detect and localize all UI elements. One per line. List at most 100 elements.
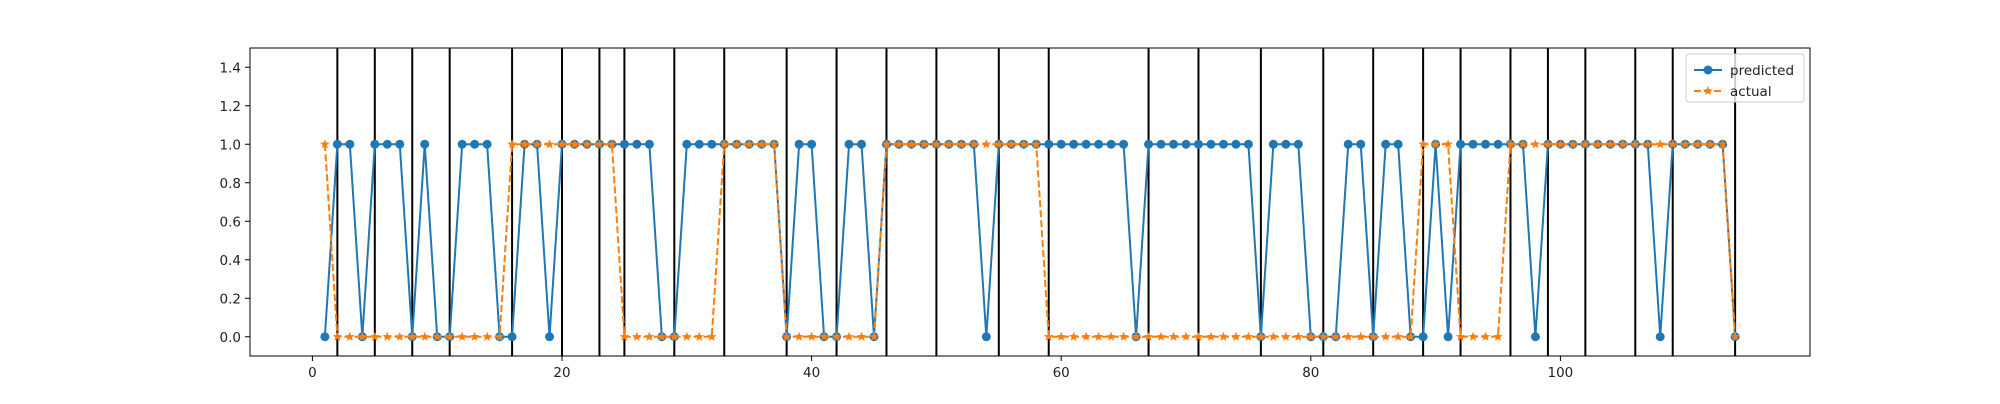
data-point-actual xyxy=(332,331,343,341)
x-tick-label: 100 xyxy=(1548,365,1574,381)
legend-marker-predicted xyxy=(1703,65,1713,75)
data-point-actual xyxy=(1530,139,1541,149)
data-point-actual xyxy=(1505,139,1516,149)
data-point-actual xyxy=(1143,331,1154,341)
data-point-predicted xyxy=(1218,139,1228,149)
data-point-actual xyxy=(1643,139,1653,149)
data-point-actual xyxy=(1605,139,1616,149)
y-tick-label: 0.4 xyxy=(220,253,241,269)
data-point-actual xyxy=(1318,331,1329,341)
data-point-predicted xyxy=(694,139,704,149)
data-point-predicted xyxy=(1343,139,1353,149)
data-point-predicted xyxy=(632,139,642,149)
x-tick-label: 0 xyxy=(308,365,317,381)
data-point-predicted xyxy=(1106,139,1116,149)
data-point-actual xyxy=(856,331,867,341)
data-point-actual xyxy=(370,331,380,341)
data-point-predicted xyxy=(1231,139,1241,149)
x-axis: 0 20 40 60 80 100 xyxy=(308,356,1573,381)
data-point-actual xyxy=(919,139,929,149)
data-point-actual xyxy=(1655,139,1665,149)
y-tick-label: 0.6 xyxy=(220,214,241,230)
data-point-actual xyxy=(569,139,580,149)
data-point-actual xyxy=(469,331,480,341)
data-point-actual xyxy=(1705,139,1715,149)
data-point-predicted xyxy=(619,139,629,149)
data-point-predicted xyxy=(844,139,854,149)
data-point-actual xyxy=(1568,139,1578,149)
data-point-actual xyxy=(981,139,992,149)
data-point-actual xyxy=(644,331,655,341)
data-point-predicted xyxy=(1094,139,1104,149)
data-point-actual xyxy=(969,139,979,149)
data-point-predicted xyxy=(682,139,692,149)
data-point-predicted xyxy=(1268,139,1278,149)
data-point-predicted xyxy=(1069,139,1079,149)
data-point-actual xyxy=(1418,139,1428,149)
y-tick-label: 0.0 xyxy=(220,330,241,346)
data-point-actual xyxy=(1006,139,1017,149)
data-point-actual xyxy=(869,331,879,341)
legend-label-predicted: predicted xyxy=(1730,63,1794,79)
data-point-actual xyxy=(1405,331,1416,341)
data-point-actual xyxy=(906,139,917,149)
data-point-actual xyxy=(457,331,467,341)
series-line-predicted xyxy=(323,143,1737,338)
data-point-actual xyxy=(1031,139,1041,149)
data-point-actual xyxy=(632,331,642,341)
data-point-actual xyxy=(432,331,442,341)
data-point-predicted xyxy=(1381,139,1391,149)
data-point-actual xyxy=(719,139,729,149)
data-point-predicted xyxy=(482,139,492,149)
legend-label-actual: actual xyxy=(1730,84,1772,100)
data-point-actual xyxy=(557,139,567,149)
data-point-actual xyxy=(407,331,417,341)
data-point-predicted xyxy=(1081,139,1091,149)
data-point-actual xyxy=(532,139,542,149)
data-point-actual xyxy=(994,139,1004,149)
data-point-actual xyxy=(1181,331,1191,341)
data-point-actual xyxy=(1256,331,1266,341)
data-point-predicted xyxy=(707,139,717,149)
data-point-actual xyxy=(1118,331,1129,341)
data-point-predicted xyxy=(545,332,555,342)
y-tick-label: 0.2 xyxy=(220,291,241,307)
data-point-predicted xyxy=(1530,332,1540,342)
data-point-actual xyxy=(1168,331,1179,341)
data-point-predicted xyxy=(370,139,380,149)
data-point-actual xyxy=(944,139,954,149)
x-tick-label: 80 xyxy=(1302,365,1319,381)
data-point-actual xyxy=(1443,139,1453,149)
data-point-actual xyxy=(544,139,555,149)
data-point-actual xyxy=(707,331,717,341)
data-point-predicted xyxy=(1181,139,1191,149)
axes-frame xyxy=(249,47,1811,357)
data-point-actual xyxy=(1056,331,1066,341)
data-point-actual xyxy=(1380,331,1391,341)
data-point-actual xyxy=(819,331,829,341)
data-point-actual xyxy=(395,331,405,341)
data-point-actual xyxy=(619,331,630,341)
data-point-predicted xyxy=(382,139,392,149)
data-point-predicted xyxy=(981,332,991,342)
data-point-actual xyxy=(482,331,492,341)
data-point-actual xyxy=(1667,139,1678,149)
vertical-lines-group xyxy=(336,48,1737,356)
data-point-actual xyxy=(1193,331,1204,341)
data-point-actual xyxy=(1206,331,1216,341)
x-tick-label: 60 xyxy=(1053,365,1070,381)
legend-items: predicted actual xyxy=(1694,63,1794,100)
data-point-actual xyxy=(345,331,355,341)
data-point-actual xyxy=(1468,331,1478,341)
data-point-actual xyxy=(1331,331,1341,341)
data-point-predicted xyxy=(1468,139,1478,149)
data-point-actual xyxy=(1717,139,1728,149)
data-point-actual xyxy=(669,331,680,341)
data-point-actual xyxy=(382,331,393,341)
data-point-actual xyxy=(1480,331,1491,341)
data-point-actual xyxy=(881,139,892,149)
data-point-actual xyxy=(1043,331,1054,341)
data-point-actual xyxy=(781,331,792,341)
data-point-predicted xyxy=(1044,139,1054,149)
data-point-actual xyxy=(806,331,817,341)
